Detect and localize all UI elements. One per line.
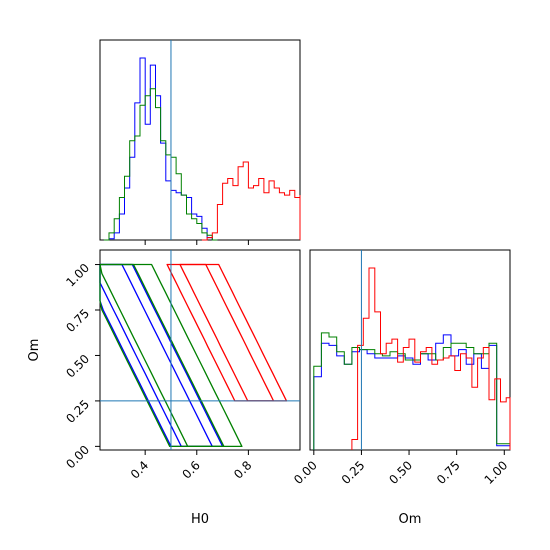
- h0-hist-green-series: [103, 88, 218, 241]
- contour-x-tick-label: 0.6: [179, 458, 202, 481]
- om-hist-x-tick-label: 0.25: [339, 458, 368, 487]
- om-hist-x-tick-label: 1.00: [482, 458, 511, 487]
- om-histogram-x-ticks: 0.00 0.25 0.50 0.75 1.00: [291, 450, 510, 487]
- contour-x-ticks: 0.4 0.6 0.8: [128, 450, 255, 482]
- contour-blue-level-1: [99, 263, 224, 448]
- contour-y-tick-label: 0.50: [63, 352, 92, 381]
- contour-x-axis-label: H0: [191, 512, 209, 527]
- om-histogram-frame: [309, 249, 511, 451]
- contour-green-level-1: [99, 263, 243, 448]
- contour-green-level-2: [99, 263, 225, 448]
- contour-panel: 0.4 0.6 0.8 0.00 0.25 0.50 0.75 1.00 H0 Om: [27, 249, 301, 527]
- om-histogram-x-axis-label: Om: [399, 512, 422, 527]
- h0-hist-blue-series: [103, 57, 218, 241]
- contour-y-tick-label: 0.25: [63, 397, 92, 426]
- contour-y-tick-label: 0.75: [63, 306, 92, 335]
- contour-y-tick-label: 1.00: [63, 261, 92, 290]
- contour-y-tick-label: 0.00: [63, 443, 92, 472]
- contour-frame: [99, 249, 301, 451]
- om-hist-x-tick-label: 0.50: [386, 458, 415, 487]
- contour-red-level-1: [166, 263, 288, 402]
- h0-histogram-frame: [99, 39, 301, 241]
- om-hist-x-tick-label: 0.00: [291, 458, 320, 487]
- h0-histogram-series: [103, 57, 301, 241]
- h0-hist-red-series: [201, 161, 301, 241]
- om-histogram-series: [313, 267, 511, 450]
- contour-x-tick-label: 0.8: [231, 458, 254, 481]
- om-hist-red-series: [351, 267, 511, 450]
- om-hist-green-series: [313, 332, 511, 450]
- h0-histogram-ticks: [144, 240, 249, 245]
- contour-y-ticks: 0.00 0.25 0.50 0.75 1.00: [63, 261, 100, 472]
- contour-y-axis-label: Om: [27, 339, 42, 362]
- contour-x-tick-label: 0.4: [128, 458, 151, 481]
- contour-red-level-2: [179, 263, 275, 402]
- h0-histogram-panel: [99, 39, 301, 245]
- contour-series: [99, 263, 288, 448]
- om-hist-x-tick-label: 0.75: [434, 458, 463, 487]
- om-histogram-panel: 0.00 0.25 0.50 0.75 1.00 Om: [291, 249, 511, 527]
